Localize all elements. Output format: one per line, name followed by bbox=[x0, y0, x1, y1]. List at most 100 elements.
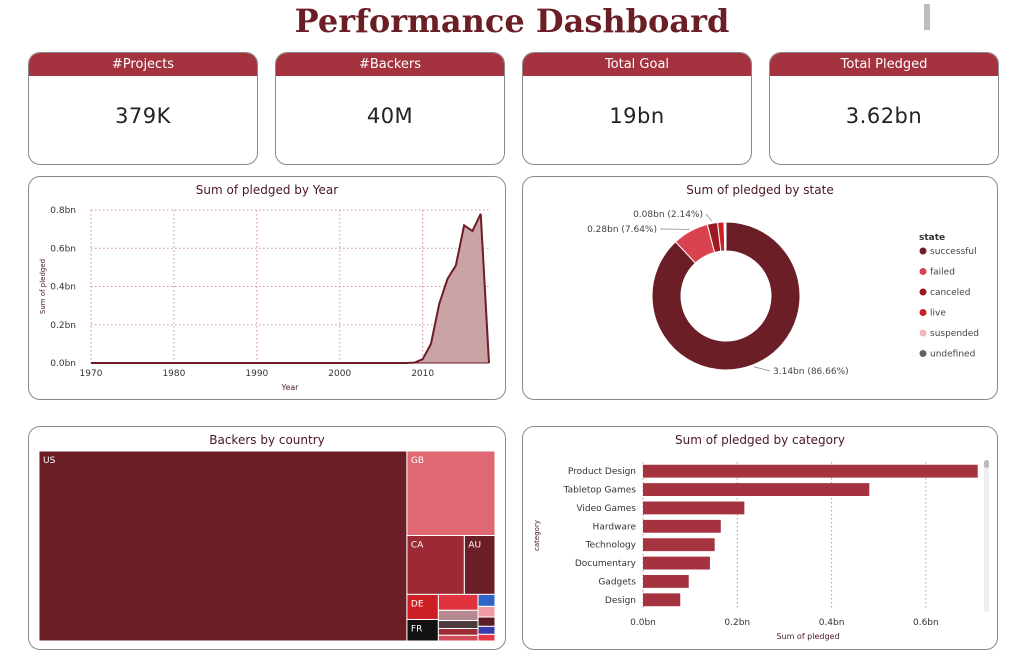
kpi-label: #Projects bbox=[29, 53, 257, 76]
series-line bbox=[91, 213, 490, 364]
treemap-label: FR bbox=[411, 624, 422, 634]
bar-product-design bbox=[643, 464, 978, 478]
y-axis-label: Sum of pledged bbox=[39, 259, 47, 314]
category-label: Product Design bbox=[568, 467, 636, 477]
kpi-value: 40M bbox=[366, 104, 414, 128]
treemap-cell-GB bbox=[406, 450, 496, 537]
legend-item-suspended: suspended bbox=[930, 329, 979, 339]
kpi-card-total-goal[interactable]: Total Goal 19bn bbox=[522, 52, 752, 165]
treemap-label: CA bbox=[411, 541, 424, 551]
legend-marker bbox=[919, 247, 927, 255]
y-tick-label: 0.4bn bbox=[50, 283, 76, 293]
x-axis-label: Sum of pledged bbox=[776, 632, 839, 641]
kpi-label: Total Goal bbox=[523, 53, 751, 76]
treemap-cell-other-6 bbox=[477, 593, 496, 607]
legend-title: state bbox=[919, 233, 945, 243]
y-tick-label: 0.6bn bbox=[50, 244, 76, 254]
pie-slice-successful bbox=[651, 221, 801, 371]
legend-item-successful: successful bbox=[930, 247, 977, 257]
category-label: Technology bbox=[585, 541, 637, 551]
kpi-value: 379K bbox=[115, 104, 171, 128]
bar-video-games bbox=[643, 501, 745, 515]
x-tick-label: 1980 bbox=[162, 369, 185, 379]
backers-by-country-panel[interactable]: Backers by country US GB CA AU DE FR bbox=[28, 426, 506, 650]
treemap-label: GB bbox=[411, 456, 424, 466]
legend-marker bbox=[919, 288, 927, 296]
kpi-card-backers[interactable]: #Backers 40M bbox=[275, 52, 505, 165]
x-tick-label: 0.2bn bbox=[724, 618, 750, 628]
bar-tabletop-games bbox=[643, 483, 870, 496]
y-tick-label: 0.0bn bbox=[50, 359, 76, 369]
bar-technology bbox=[643, 538, 715, 552]
slice-leader-line bbox=[753, 366, 771, 372]
slice-label: 3.14bn (86.66%) bbox=[773, 367, 849, 377]
pledged-by-year-panel[interactable]: Sum of pledged by Year 0.0bn 0.2bn 0.4bn 0.… bbox=[28, 176, 506, 400]
bar-documentary bbox=[643, 556, 710, 570]
treemap-cell-other-3 bbox=[437, 620, 479, 629]
treemap-cell-other-9 bbox=[477, 625, 496, 635]
treemap-cell-US bbox=[38, 450, 408, 642]
chart-title: Sum of pledged by state bbox=[686, 183, 834, 197]
legend-item-undefined: undefined bbox=[930, 350, 975, 360]
area-fill bbox=[91, 213, 489, 363]
kpi-value: 19bn bbox=[609, 104, 665, 128]
chart-title: Sum of pledged by category bbox=[674, 433, 846, 447]
treemap-cell-other-1 bbox=[437, 593, 479, 611]
legend-item-failed: failed bbox=[930, 268, 955, 278]
scrollbar-track bbox=[984, 460, 989, 612]
x-tick-label: 1970 bbox=[80, 369, 103, 379]
pledged-by-category-chart: 0.0bn 0.2bn 0.4bn 0.6bn Product Design Tablet… bbox=[533, 460, 989, 641]
category-label: Hardware bbox=[593, 522, 637, 532]
pledged-by-category-panel[interactable]: Sum of pledged by category 0.0bn 0.2bn 0.4… bbox=[522, 426, 998, 650]
x-tick-label: 2010 bbox=[411, 369, 434, 379]
x-tick-label: 0.4bn bbox=[819, 618, 845, 628]
legend-marker bbox=[919, 350, 927, 357]
treemap-cell-other-10 bbox=[477, 633, 496, 642]
treemap-cell-other-5 bbox=[437, 634, 479, 642]
page-title: Performance Dashboard bbox=[294, 2, 730, 40]
pledged-by-state-chart: 3.14bn (86.66%) 0.28bn (7.64%) 0.08bn (2.1… bbox=[587, 210, 979, 377]
x-tick-label: 2000 bbox=[328, 369, 351, 379]
category-label: Documentary bbox=[575, 559, 637, 569]
legend-item-canceled: canceled bbox=[930, 288, 970, 298]
y-tick-label: 0.8bn bbox=[50, 206, 76, 216]
x-tick-label: 0.6bn bbox=[913, 618, 939, 628]
x-tick-label: 0.0bn bbox=[630, 618, 656, 628]
pledged-by-state-panel[interactable]: Sum of pledged by state 3.14bn (86.66%) 0… bbox=[522, 176, 998, 400]
treemap-cell-other-2 bbox=[437, 609, 479, 622]
backers-by-country-chart: US GB CA AU DE FR bbox=[38, 450, 496, 642]
treemap-label: DE bbox=[411, 599, 424, 609]
bar-design bbox=[643, 593, 681, 607]
kpi-card-total-pledged[interactable]: Total Pledged 3.62bn bbox=[769, 52, 999, 165]
legend-item-live: live bbox=[930, 309, 946, 319]
slice-leader-line bbox=[705, 213, 713, 222]
bar-gadgets bbox=[643, 575, 689, 588]
chart-title: Sum of pledged by Year bbox=[195, 183, 339, 197]
kpi-card-projects[interactable]: #Projects 379K bbox=[28, 52, 258, 165]
category-label: Tabletop Games bbox=[563, 486, 637, 496]
x-tick-label: 1990 bbox=[245, 369, 268, 379]
kpi-label: Total Pledged bbox=[770, 53, 998, 76]
treemap-cell-CA bbox=[406, 535, 465, 595]
x-axis-label: Year bbox=[281, 383, 300, 392]
treemap-label: US bbox=[43, 456, 56, 466]
treemap-cell-other-8 bbox=[477, 616, 496, 627]
scroll-indicator[interactable] bbox=[924, 4, 930, 30]
chart-title: Backers by country bbox=[209, 433, 325, 447]
kpi-value: 3.62bn bbox=[845, 104, 923, 128]
slice-label: 0.08bn (2.14%) bbox=[633, 210, 703, 220]
treemap-cell-other-7 bbox=[477, 605, 496, 618]
y-axis-label: category bbox=[533, 520, 541, 551]
y-tick-label: 0.2bn bbox=[50, 321, 76, 331]
pledged-by-year-chart: 0.0bn 0.2bn 0.4bn 0.6bn 0.8bn 1970 1980 1990 200… bbox=[39, 206, 490, 392]
category-label: Gadgets bbox=[598, 577, 636, 587]
pie-slice-undefined bbox=[724, 221, 727, 252]
slice-label: 0.28bn (7.64%) bbox=[587, 225, 657, 235]
legend-marker bbox=[919, 329, 927, 337]
treemap-label: AU bbox=[468, 541, 481, 551]
legend-marker bbox=[919, 268, 927, 275]
scrollbar-thumb bbox=[984, 460, 989, 468]
category-label: Design bbox=[605, 596, 636, 606]
treemap-cell-other-4 bbox=[437, 627, 479, 636]
legend-marker bbox=[919, 309, 927, 316]
